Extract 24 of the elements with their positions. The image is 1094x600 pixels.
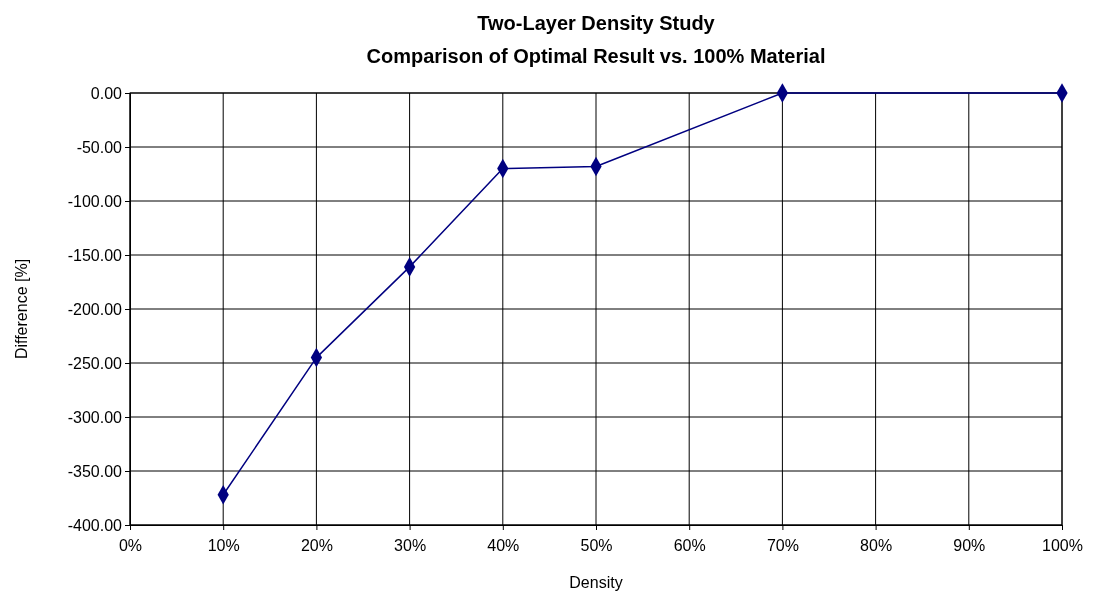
x-axis-title: Density bbox=[569, 574, 623, 591]
x-tick-label: 70% bbox=[766, 536, 799, 554]
x-tick-label: 50% bbox=[580, 536, 613, 554]
y-tick-label: -250.00 bbox=[67, 354, 123, 372]
x-tick-label: 60% bbox=[673, 536, 706, 554]
chart-title: Two-Layer Density Study bbox=[477, 12, 716, 34]
x-tick-label: 80% bbox=[860, 536, 893, 554]
chart-subtitle: Comparison of Optimal Result vs. 100% Material bbox=[366, 45, 826, 67]
x-tick-label: 0% bbox=[118, 536, 143, 554]
y-tick-label: -400.00 bbox=[67, 516, 123, 534]
x-tick-label: 10% bbox=[207, 536, 240, 554]
x-tick-label: 90% bbox=[953, 536, 986, 554]
x-tick-label: 40% bbox=[487, 536, 520, 554]
x-tick-label: 20% bbox=[300, 536, 333, 554]
y-tick-label: -350.00 bbox=[67, 462, 123, 480]
y-axis-title: Difference [%] bbox=[13, 258, 30, 360]
y-tick-label: -100.00 bbox=[67, 192, 123, 210]
y-tick-label: -200.00 bbox=[67, 300, 123, 318]
x-tick-label: 100% bbox=[1042, 536, 1083, 554]
y-tick-label: -150.00 bbox=[67, 246, 123, 264]
y-tick-label: -300.00 bbox=[67, 408, 123, 426]
x-tick-label: 30% bbox=[394, 536, 427, 554]
y-tick-label: -50.00 bbox=[76, 138, 123, 156]
y-tick-label: 0.00 bbox=[90, 84, 123, 102]
